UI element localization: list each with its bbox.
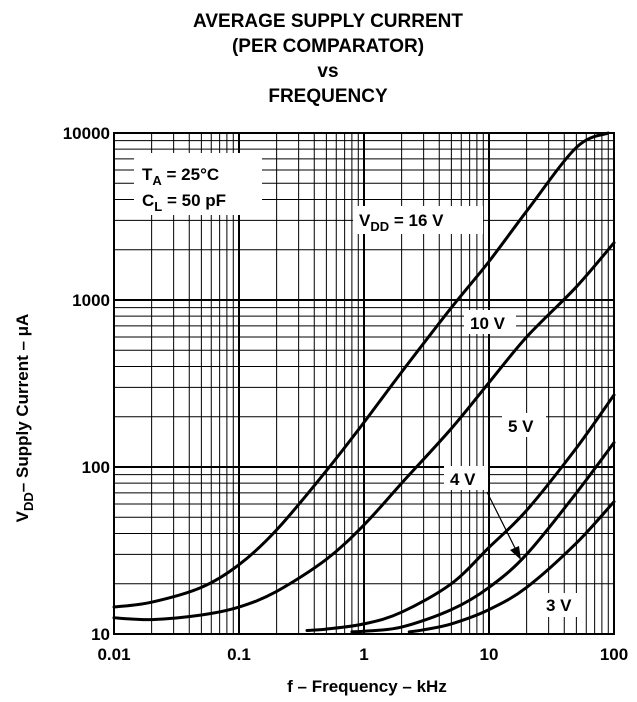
- y-tick-label: 10: [91, 625, 110, 644]
- conditions-box: TA = 25°C CL = 50 pF: [134, 153, 262, 215]
- tick-labels: 0.01 0.1 1 10 100 10 100 1000 10000: [63, 124, 628, 664]
- title-line-3: vs: [317, 61, 338, 82]
- ta-label: TA = 25°C: [142, 165, 219, 188]
- x-tick-label: 100: [600, 645, 628, 664]
- label-bg-4v: [444, 466, 488, 490]
- label-bg-5v: [502, 413, 546, 437]
- title-line-2: (PER COMPARATOR): [232, 36, 424, 57]
- x-tick-label: 0.1: [227, 645, 251, 664]
- series-label-4v: 4 V: [450, 470, 476, 489]
- x-axis-label: f – Frequency – kHz: [287, 677, 447, 696]
- series-label-5v: 5 V: [508, 417, 534, 436]
- label-bg-16v: [353, 206, 483, 234]
- series-label-3v: 3 V: [546, 596, 572, 615]
- label-bg-10v: [464, 310, 516, 334]
- title-line-1: AVERAGE SUPPLY CURRENT: [193, 11, 463, 32]
- series-line-3: [350, 441, 616, 634]
- y-tick-label: 100: [82, 458, 110, 477]
- series-label-16v: VDD = 16 V: [359, 211, 444, 234]
- y-axis-label: VDD– Supply Current – μA: [13, 314, 36, 523]
- x-tick-label: 1: [359, 645, 368, 664]
- cl-label: CL = 50 pF: [142, 191, 226, 214]
- chart-title: AVERAGE SUPPLY CURRENT (PER COMPARATOR) …: [193, 11, 463, 107]
- series-layer: [112, 131, 616, 634]
- series-line-1: [112, 241, 616, 622]
- series-line-2: [305, 393, 616, 632]
- y-tick-label: 1000: [72, 291, 110, 310]
- title-line-4: FREQUENCY: [268, 86, 388, 107]
- x-tick-label: 0.01: [97, 645, 130, 664]
- x-tick-label: 10: [480, 645, 499, 664]
- series-line-0: [112, 131, 610, 609]
- series-4v-pointer: [486, 491, 518, 553]
- series-4v-arrowhead: [510, 546, 521, 560]
- series-label-10v: 10 V: [470, 314, 506, 333]
- y-tick-label: 10000: [63, 124, 110, 143]
- label-bg-3v: [541, 593, 581, 617]
- conditions-background: [134, 153, 262, 215]
- series-line-4: [407, 500, 616, 634]
- plot-frame: [113, 132, 615, 635]
